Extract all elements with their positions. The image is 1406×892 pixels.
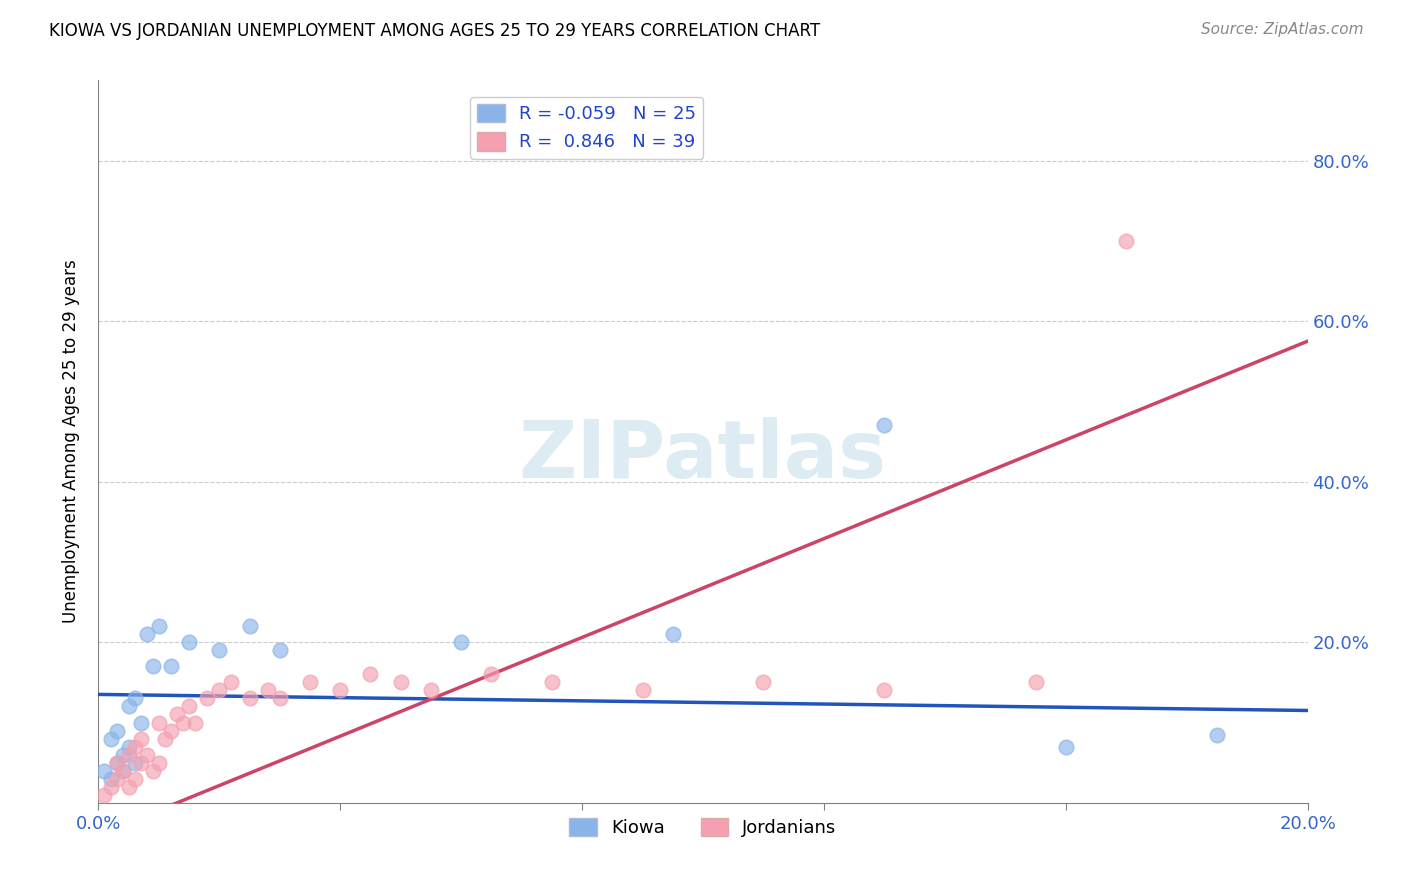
Point [172,715,194,730]
Point [100,780,122,794]
Point [450,635,472,649]
Point [160,723,183,738]
Point [124,756,146,770]
Point [1115,234,1137,248]
Point [420,683,443,698]
Point [118,747,141,762]
Text: KIOWA VS JORDANIAN UNEMPLOYMENT AMONG AGES 25 TO 29 YEARS CORRELATION CHART: KIOWA VS JORDANIAN UNEMPLOYMENT AMONG AG… [49,22,820,40]
Point [105,723,128,738]
Point [100,731,122,746]
Point [111,764,134,778]
Point [752,675,775,690]
Point [111,747,134,762]
Point [1206,728,1229,742]
Point [481,667,503,681]
Point [124,739,146,754]
Point [118,739,141,754]
Point [299,675,322,690]
Point [135,747,157,762]
Point [269,643,291,657]
Point [105,772,128,786]
Point [142,659,165,673]
Point [631,683,654,698]
Text: ZIPatlas: ZIPatlas [519,417,887,495]
Point [1024,675,1046,690]
Point [129,715,152,730]
Point [148,756,170,770]
Point [124,772,146,786]
Point [179,635,201,649]
Point [184,715,207,730]
Point [118,780,141,794]
Point [124,691,146,706]
Point [179,699,201,714]
Y-axis label: Unemployment Among Ages 25 to 29 years: Unemployment Among Ages 25 to 29 years [62,260,80,624]
Point [269,691,291,706]
Point [111,764,134,778]
Point [148,619,170,633]
Point [195,691,218,706]
Point [239,619,262,633]
Point [1054,739,1077,754]
Point [329,683,352,698]
Point [93,764,115,778]
Point [118,699,141,714]
Point [148,715,170,730]
Point [389,675,412,690]
Point [160,659,183,673]
Point [208,643,231,657]
Point [135,627,157,641]
Point [360,667,382,681]
Point [221,675,243,690]
Point [153,731,176,746]
Point [661,627,683,641]
Point [208,683,231,698]
Point [129,756,152,770]
Legend: Kiowa, Jordanians: Kiowa, Jordanians [562,811,844,845]
Point [873,418,896,433]
Point [873,683,896,698]
Point [129,731,152,746]
Point [105,756,128,770]
Point [256,683,278,698]
Text: Source: ZipAtlas.com: Source: ZipAtlas.com [1201,22,1364,37]
Point [142,764,165,778]
Point [540,675,562,690]
Point [166,707,188,722]
Point [239,691,262,706]
Point [93,788,115,802]
Point [105,756,128,770]
Point [100,772,122,786]
